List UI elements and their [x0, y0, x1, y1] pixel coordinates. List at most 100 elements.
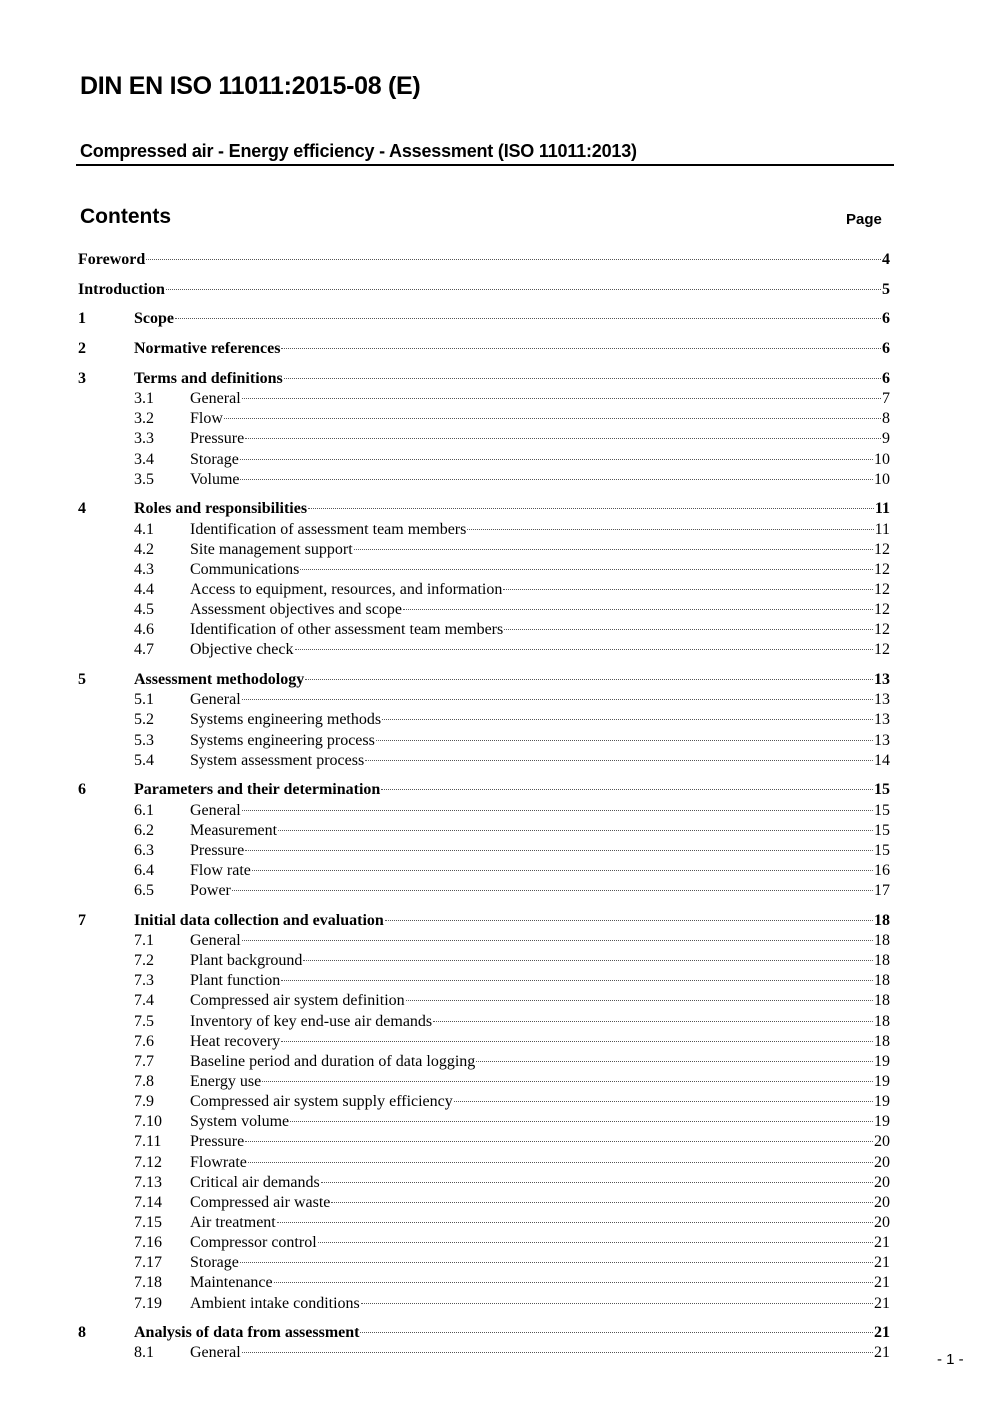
toc-entry[interactable]: 7.15 Air treatment 20	[78, 1213, 890, 1233]
toc-entry[interactable]: Introduction 5	[78, 280, 890, 300]
toc-entry[interactable]: 5.3 Systems engineering process 13	[78, 731, 890, 751]
toc-entry[interactable]: 7.1 General 18	[78, 931, 890, 951]
toc-entry-number: 5.3	[134, 731, 154, 749]
toc-entry-page: 20	[874, 1153, 890, 1171]
dot-leader	[175, 318, 881, 320]
toc-entry-number: 7.6	[134, 1032, 154, 1050]
toc-entry-title: Compressed air system definition	[190, 992, 405, 1010]
toc-entry[interactable]: 7.19 Ambient intake conditions 21	[78, 1294, 890, 1314]
toc-entry[interactable]: 7.7 Baseline period and duration of data …	[78, 1052, 890, 1072]
dot-leader	[241, 699, 873, 701]
toc-entry[interactable]: 7.10 System volume 19	[78, 1112, 890, 1132]
toc-entry[interactable]: 4.7 Objective check 12	[78, 640, 890, 660]
toc-entry-number: 3.5	[134, 470, 154, 488]
toc-entry-page: 15	[874, 841, 890, 859]
toc-entry[interactable]: 7.9 Compressed air system supply efficien…	[78, 1092, 890, 1112]
toc-entry[interactable]: 7 Initial data collection and evaluation 1…	[78, 911, 890, 931]
toc-entry-title: Objective check	[190, 641, 294, 659]
toc-entry-page: 15	[874, 781, 890, 799]
toc-entry[interactable]: 3.1 General 7	[78, 389, 890, 409]
toc-entry-page: 18	[874, 1032, 890, 1050]
toc-entry[interactable]: 3.2 Flow 8	[78, 409, 890, 429]
toc-entry[interactable]: 6.4 Flow rate 16	[78, 861, 890, 881]
toc-entry-page: 18	[874, 992, 890, 1010]
toc-entry[interactable]: 4 Roles and responsibilities 11	[78, 499, 890, 519]
dot-leader	[305, 679, 873, 681]
toc-entry[interactable]: 8.1 General 21	[78, 1343, 890, 1363]
toc-entry-page: 6	[882, 340, 890, 358]
toc-entry[interactable]: 4.2 Site management support 12	[78, 540, 890, 560]
toc-entry[interactable]: 7.4 Compressed air system definition 18	[78, 991, 890, 1011]
toc-entry[interactable]: 8 Analysis of data from assessment 21	[78, 1323, 890, 1343]
toc-entry-title: Parameters and their determination	[134, 781, 381, 799]
toc-entry[interactable]: 4.1 Identification of assessment team mem…	[78, 520, 890, 540]
toc-entry-page: 20	[874, 1173, 890, 1191]
toc-entry[interactable]: 5.1 General 13	[78, 690, 890, 710]
toc-entry-page: 21	[874, 1254, 890, 1272]
toc-entry-number: 7.13	[134, 1173, 162, 1191]
toc-entry[interactable]: 3.3 Pressure 9	[78, 429, 890, 449]
table-of-contents: Foreword 4 Introduction 5 1 Scope 6 2 Normative …	[78, 250, 890, 1364]
toc-entry[interactable]: 7.14 Compressed air waste 20	[78, 1193, 890, 1213]
toc-entry-number: 3.4	[134, 450, 154, 468]
toc-entry[interactable]: 7.2 Plant background 18	[78, 951, 890, 971]
toc-entry-title: Assessment objectives and scope	[190, 601, 402, 619]
toc-entry[interactable]: 6.2 Measurement 15	[78, 821, 890, 841]
toc-entry-page: 20	[874, 1133, 890, 1151]
toc-entry[interactable]: 4.3 Communications 12	[78, 560, 890, 580]
toc-entry[interactable]: 7.5 Inventory of key end-use air demands 1…	[78, 1012, 890, 1032]
toc-entry-title: Energy use	[190, 1072, 262, 1090]
toc-entry[interactable]: 7.3 Plant function 18	[78, 971, 890, 991]
dot-leader	[281, 348, 881, 350]
toc-entry[interactable]: 4.5 Assessment objectives and scope 12	[78, 600, 890, 620]
toc-entry[interactable]: 7.18 Maintenance 21	[78, 1273, 890, 1293]
toc-entry[interactable]: 6.1 General 15	[78, 801, 890, 821]
toc-entry-number: 7.11	[134, 1133, 162, 1151]
toc-entry-number: 6.1	[134, 801, 154, 819]
toc-entry-title: Baseline period and duration of data log…	[190, 1052, 476, 1070]
toc-entry-number: 7.19	[134, 1294, 162, 1312]
toc-entry-page: 5	[882, 280, 890, 298]
toc-entry-title: Compressed air waste	[190, 1193, 331, 1211]
toc-entry[interactable]: 6 Parameters and their determination 15	[78, 780, 890, 800]
toc-entry-title: General	[190, 931, 241, 949]
toc-entry[interactable]: 5 Assessment methodology 13	[78, 670, 890, 690]
dot-leader	[281, 980, 873, 982]
toc-entry[interactable]: 7.6 Heat recovery 18	[78, 1032, 890, 1052]
toc-entry-page: 7	[882, 390, 890, 408]
toc-entry-number: 7.14	[134, 1193, 162, 1211]
dot-leader	[360, 1302, 873, 1304]
toc-entry-page: 18	[874, 1012, 890, 1030]
toc-entry[interactable]: 3.4 Storage 10	[78, 450, 890, 470]
toc-entry[interactable]: 1 Scope 6	[78, 309, 890, 329]
toc-entry[interactable]: 7.12 Flowrate 20	[78, 1153, 890, 1173]
toc-entry[interactable]: 2 Normative references 6	[78, 339, 890, 359]
toc-entry[interactable]: 5.4 System assessment process 14	[78, 751, 890, 771]
toc-entry[interactable]: 5.2 Systems engineering methods 13	[78, 710, 890, 730]
toc-entry[interactable]: 7.11 Pressure 20	[78, 1132, 890, 1152]
toc-entry[interactable]: Foreword 4	[78, 250, 890, 270]
dot-leader	[320, 1181, 873, 1183]
toc-entry-page: 14	[874, 751, 890, 769]
toc-entry-number: 7.16	[134, 1234, 162, 1252]
dot-leader	[241, 939, 873, 941]
dot-leader	[245, 1141, 873, 1143]
toc-entry[interactable]: 6.5 Power 17	[78, 881, 890, 901]
toc-entry-number: 7.9	[134, 1093, 154, 1111]
toc-entry[interactable]: 7.8 Energy use 19	[78, 1072, 890, 1092]
toc-entry-title: Site management support	[190, 540, 353, 558]
toc-entry[interactable]: 3 Terms and definitions 6	[78, 369, 890, 389]
toc-entry[interactable]: 7.13 Critical air demands 20	[78, 1173, 890, 1193]
toc-entry[interactable]: 6.3 Pressure 15	[78, 841, 890, 861]
toc-entry[interactable]: 7.16 Compressor control 21	[78, 1233, 890, 1253]
toc-entry-title: Scope	[134, 310, 174, 328]
toc-entry-title: Measurement	[190, 821, 278, 839]
toc-entry[interactable]: 4.4 Access to equipment, resources, and i…	[78, 580, 890, 600]
toc-entry[interactable]: 7.17 Storage 21	[78, 1253, 890, 1273]
toc-entry[interactable]: 3.5 Volume 10	[78, 470, 890, 490]
toc-entry-title: Storage	[190, 450, 239, 468]
toc-entry-title: General	[190, 801, 241, 819]
toc-entry[interactable]: 4.6 Identification of other assessment te…	[78, 620, 890, 640]
page-column-heading: Page	[846, 211, 882, 228]
toc-entry-page: 20	[874, 1213, 890, 1231]
